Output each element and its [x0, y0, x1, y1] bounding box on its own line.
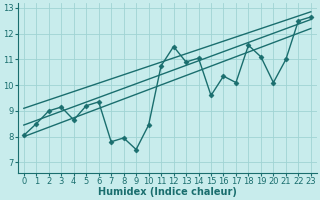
X-axis label: Humidex (Indice chaleur): Humidex (Indice chaleur)	[98, 187, 237, 197]
